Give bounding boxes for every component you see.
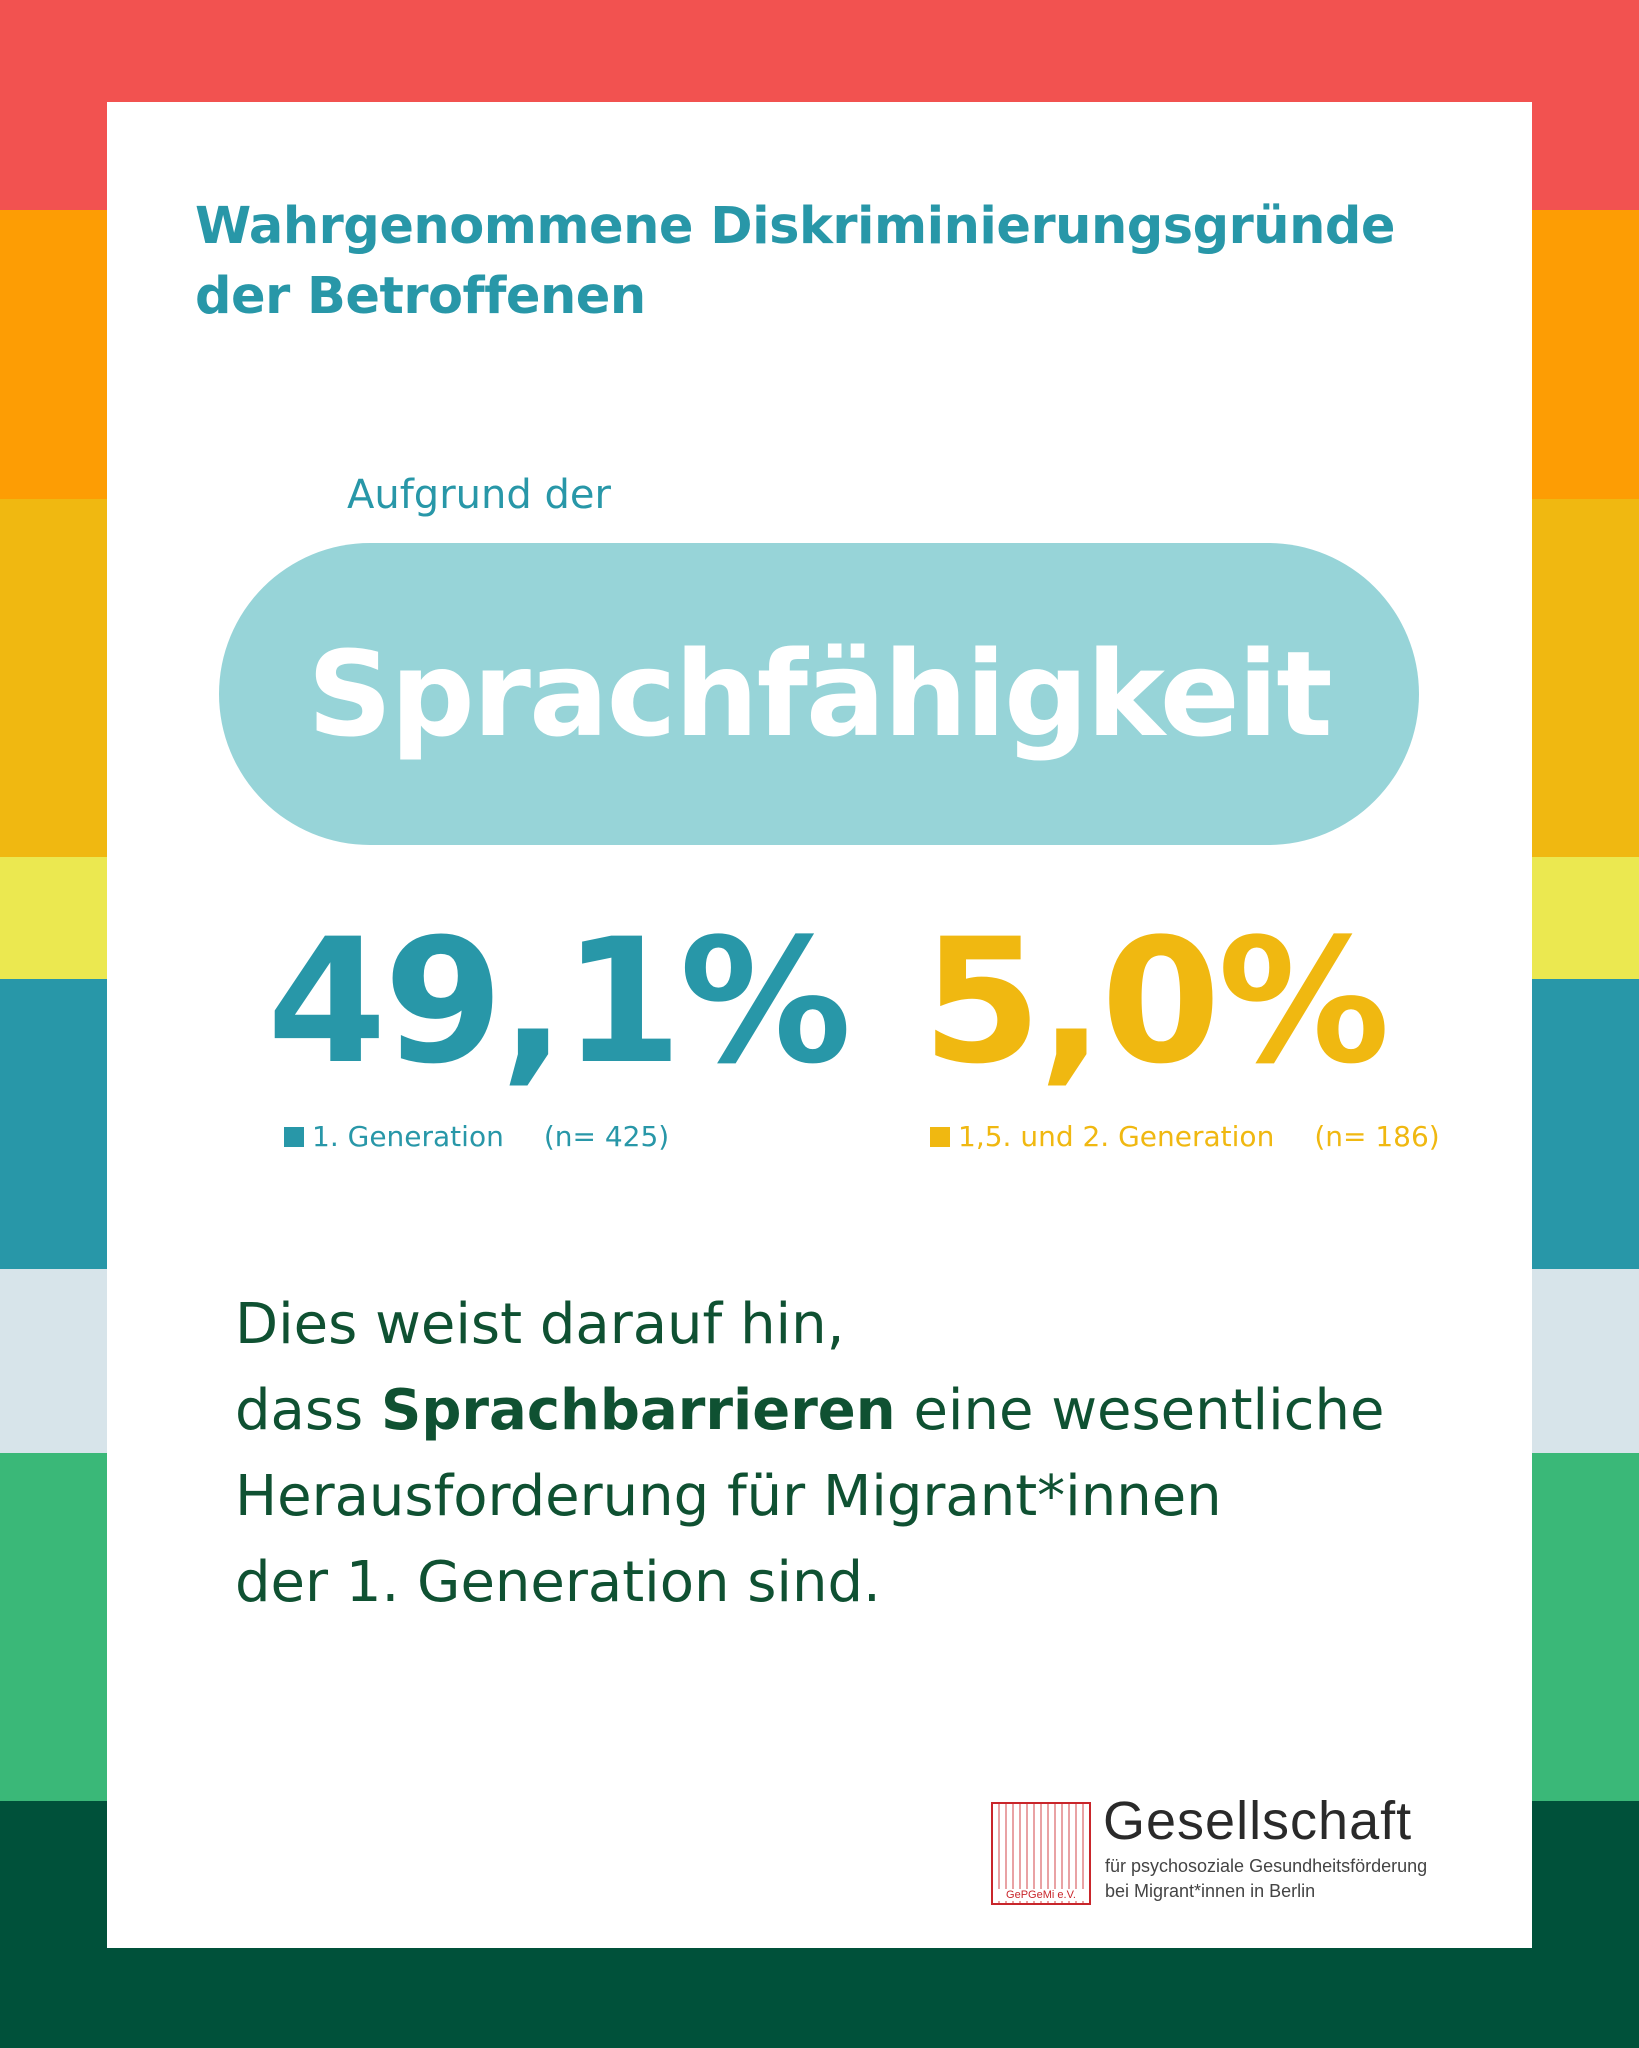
conclusion-emphasis: Sprachbarrieren: [381, 1378, 896, 1443]
logo-subtitle-line-2: bei Migrant*innen in Berlin: [1105, 1881, 1316, 1901]
title-line-1: Wahrgenommene Diskriminierungsgründe: [195, 197, 1396, 256]
conclusion-line-2-pre: dass: [235, 1378, 382, 1443]
legend-first-generation: 1. Generation (n= 425): [284, 1120, 669, 1153]
legend-second-generation: 1,5. und 2. Generation (n= 186): [930, 1120, 1440, 1153]
logo-subtitle-line-1: für psychosoziale Gesundheitsförderung: [1105, 1856, 1428, 1876]
highlight-pill: Sprachfähigkeit: [219, 543, 1419, 845]
intro-text: Aufgrund der: [347, 472, 611, 518]
stat-second-generation-value: 5,0%: [922, 901, 1390, 1102]
legend-label: 1,5. und 2. Generation: [958, 1120, 1275, 1153]
conclusion-line-2: dass Sprachbarrieren eine wesentliche: [235, 1368, 1435, 1454]
legend-swatch-teal: [284, 1126, 304, 1147]
logo-subtitle: für psychosoziale Gesundheitsförderung b…: [1105, 1854, 1427, 1904]
legend-swatch-yellow: [930, 1126, 950, 1147]
conclusion-line-2-post: eine wesentliche: [895, 1378, 1385, 1443]
conclusion-line-3: Herausforderung für Migrant*innen: [235, 1464, 1222, 1529]
seal-icon: GePGeMi e.V.: [991, 1802, 1091, 1905]
stat-first-generation-value: 49,1%: [267, 901, 852, 1102]
legend-label: 1. Generation: [312, 1120, 504, 1153]
title-line-2: der Betroffenen: [195, 267, 646, 326]
highlight-text: Sprachfähigkeit: [307, 625, 1332, 763]
legend-sample-size: (n= 425): [543, 1120, 670, 1153]
conclusion-text: Dies weist darauf hin, dass Sprachbarrie…: [235, 1282, 1435, 1626]
info-card: Wahrgenommene Diskriminierungsgründe der…: [107, 102, 1532, 1948]
conclusion-line-1: Dies weist darauf hin,: [235, 1292, 845, 1357]
page-title: Wahrgenommene Diskriminierungsgründe der…: [195, 192, 1396, 332]
organization-logo: GePGeMi e.V. Gesellschaft für psychosozi…: [991, 1791, 1471, 1912]
logo-name: Gesellschaft: [1103, 1791, 1413, 1851]
seal-label: GePGeMi e.V.: [997, 1889, 1085, 1901]
legend-sample-size: (n= 186): [1314, 1120, 1440, 1153]
conclusion-line-4: der 1. Generation sind.: [235, 1550, 881, 1615]
